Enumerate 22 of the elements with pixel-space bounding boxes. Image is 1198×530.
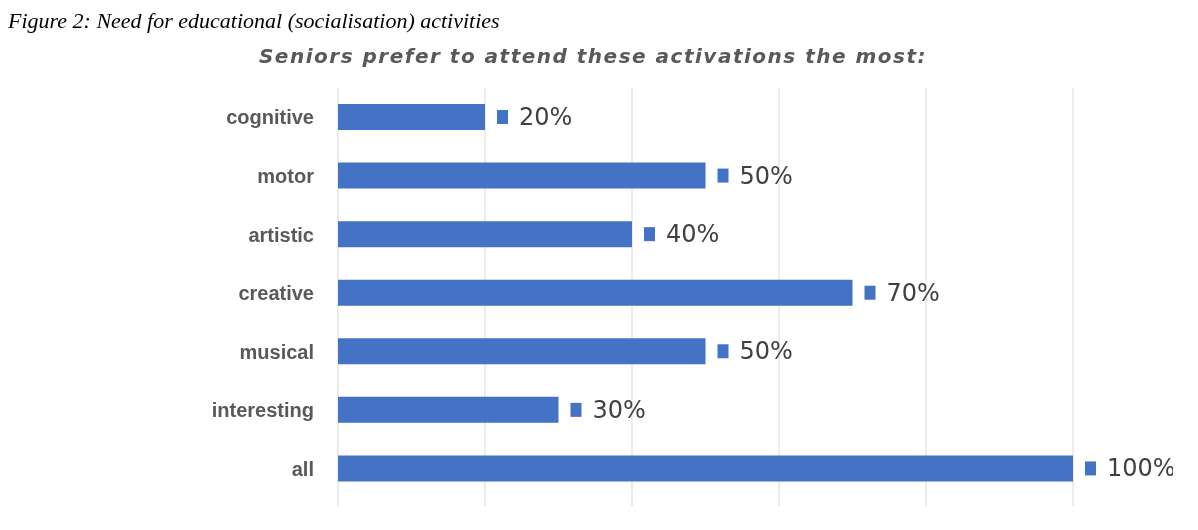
y-tick-label: creative: [238, 282, 314, 305]
chart-title: Seniors prefer to attend these activations the most:: [257, 44, 929, 68]
data-label: 20%: [519, 103, 573, 131]
data-label: 30%: [592, 395, 646, 424]
y-tick-label: artistic: [248, 223, 314, 246]
data-label: 50%: [739, 161, 793, 190]
y-tick-label: cognitive: [226, 106, 314, 129]
y-tick-label: musical: [239, 340, 314, 363]
bar: [338, 104, 485, 130]
data-label: 50%: [739, 337, 793, 366]
bar: [338, 396, 559, 423]
bar: [338, 162, 706, 189]
caption: Figure 2: Need for educational (socialisation) activities: [8, 8, 500, 34]
data-label: 40%: [666, 220, 720, 249]
bar: [338, 455, 1073, 482]
bar: [338, 279, 853, 306]
y-tick-label: motor: [257, 164, 315, 187]
bar: [338, 338, 706, 365]
bar: [338, 221, 632, 248]
data-label: 70%: [886, 278, 940, 307]
y-tick-label: interesting: [211, 399, 314, 422]
y-tick-label: all: [291, 457, 314, 480]
